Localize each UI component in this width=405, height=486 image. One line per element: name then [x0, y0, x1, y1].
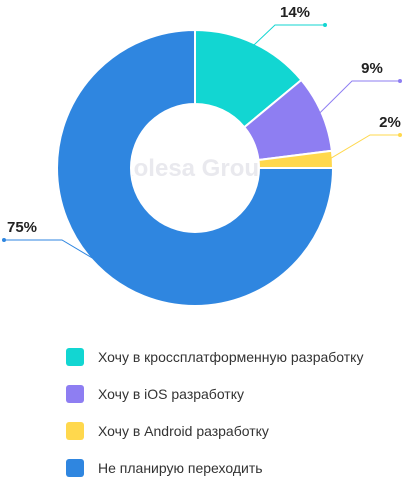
slice-label-android: 2% [379, 114, 401, 131]
leader-dot-cross-platform [323, 23, 327, 27]
legend-swatch-android [66, 421, 84, 440]
donut-slices [56, 28, 335, 307]
leader-lines [2, 23, 402, 264]
legend-swatch-cross-platform [66, 347, 84, 366]
leader-dot-android [398, 133, 402, 137]
leader-dot-not-planning [2, 238, 6, 242]
leader-dot-ios [398, 79, 402, 83]
donut-chart: Kolesa Group 14% 9% 2% 75% [2, 4, 402, 307]
slice-not-planning [56, 28, 335, 307]
legend-item-cross-platform: Хочу в кроссплатформенную разработку [66, 338, 396, 375]
slice-label-not-planning: 75% [7, 219, 37, 236]
legend: Хочу в кроссплатформенную разработку Хоч… [66, 338, 396, 486]
legend-label-cross-platform: Хочу в кроссплатформенную разработку [98, 348, 364, 365]
leader-line-ios [317, 80, 400, 116]
leader-line-cross-platform [251, 24, 325, 48]
leader-line-android [328, 134, 400, 161]
legend-label-ios: Хочу в iOS разработку [98, 385, 244, 402]
legend-item-ios: Хочу в iOS разработку [66, 375, 396, 412]
legend-swatch-ios [66, 384, 84, 403]
slice-label-ios: 9% [361, 60, 383, 77]
legend-label-android: Хочу в Android разработку [98, 422, 269, 439]
watermark: Kolesa Group [116, 155, 273, 182]
slice-label-cross-platform: 14% [280, 4, 310, 21]
leader-line-not-planning [4, 239, 101, 264]
legend-item-android: Хочу в Android разработку [66, 412, 396, 449]
